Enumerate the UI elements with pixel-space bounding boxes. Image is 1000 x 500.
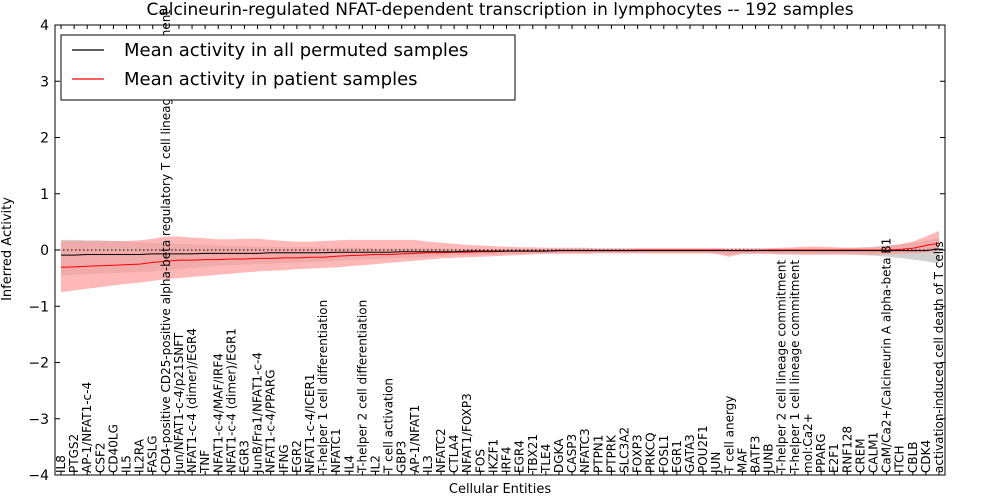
series-lines bbox=[60, 242, 940, 268]
x-tick-label: JunB/Fra1/NFAT1-c-4 bbox=[251, 352, 265, 474]
x-tick-label: NFAT1-c-4/MAF/IRF4 bbox=[211, 353, 225, 473]
x-tick-label: NFAT1/FOXP3 bbox=[460, 393, 474, 473]
x-tick-label: IL4 bbox=[342, 455, 356, 473]
x-tick-label: NFAT1-c-4/ICER1 bbox=[303, 374, 317, 473]
x-tick-label: NFAT1-c-4 (dimer)/EGR1 bbox=[224, 328, 238, 473]
x-tick-label: AP-1/NFAT1-c-4 bbox=[80, 382, 94, 473]
x-tick-label: T-helper 2 cell lineage commitment bbox=[775, 260, 789, 474]
x-tick-label: TBX21 bbox=[526, 434, 540, 474]
x-tick-label: IKZF1 bbox=[486, 439, 500, 473]
x-tick-label: activation-induced cell death of T cells bbox=[932, 241, 946, 473]
x-tick-label: E2F1 bbox=[827, 443, 841, 473]
x-tick-label: FOXP3 bbox=[631, 434, 645, 473]
x-tick-label: NFAT1-c-4 (dimer)/EGR4 bbox=[185, 328, 199, 473]
x-tick-label: T-helper 1 cell differentiation bbox=[316, 300, 330, 474]
x-tick-label: SLC3A2 bbox=[618, 427, 632, 473]
x-tick-label: AP-1/NFAT1 bbox=[408, 405, 422, 473]
x-tick-label: IL8 bbox=[54, 455, 68, 473]
x-tick-label: PTPN1 bbox=[591, 435, 605, 473]
x-tick-label: FOS bbox=[473, 449, 487, 473]
x-tick-label: CASP3 bbox=[565, 434, 579, 473]
y-tick-label: −4 bbox=[28, 468, 49, 484]
legend-entry-patient-label: Mean activity in patient samples bbox=[124, 69, 418, 90]
x-tick-label: PTGS2 bbox=[67, 434, 81, 473]
x-tick-label: T-helper 1 cell lineage commitment bbox=[788, 260, 802, 474]
x-tick-label: IL3 bbox=[421, 455, 435, 473]
x-tick-label: IL2RA bbox=[133, 438, 147, 473]
x-tick-label: CSF2 bbox=[93, 442, 107, 473]
x-tick-label: PTPRK bbox=[604, 434, 618, 473]
x-tick-label: JUNB bbox=[762, 443, 776, 474]
y-axis-label: Inferred Activity bbox=[0, 197, 15, 301]
x-tick-label: IRF4 bbox=[500, 447, 514, 473]
x-tick-label: IL2 bbox=[369, 455, 383, 473]
y-tick-label: 3 bbox=[40, 74, 49, 90]
x-tick-label: EGR1 bbox=[670, 440, 684, 473]
x-tick-label: IFNG bbox=[277, 444, 291, 473]
x-tick-label: T-helper 2 cell differentiation bbox=[355, 300, 369, 474]
x-tick-label: NFATC3 bbox=[578, 428, 592, 473]
x-tick-label: POU2F1 bbox=[696, 425, 710, 473]
confidence-bands bbox=[61, 230, 939, 293]
x-tick-label: IL5 bbox=[120, 455, 134, 473]
x-axis-label: Cellular Entities bbox=[449, 482, 551, 497]
legend-entry-permuted-label: Mean activity in all permuted samples bbox=[124, 40, 468, 61]
patient-samples-band bbox=[61, 230, 939, 293]
legend-box bbox=[60, 34, 516, 101]
x-tick-label: TLE4 bbox=[539, 444, 553, 474]
y-tick-label: −3 bbox=[28, 412, 49, 428]
y-tick-label: 4 bbox=[40, 18, 49, 34]
x-tick-label: NFATC1 bbox=[329, 428, 343, 473]
y-tick-label: −1 bbox=[28, 299, 49, 315]
x-tick-label: EGR3 bbox=[238, 440, 252, 473]
chart-title: Calcineurin-regulated NFAT-dependent tra… bbox=[146, 0, 853, 20]
x-tick-label: CBLB bbox=[906, 441, 920, 473]
x-tick-label: EGR4 bbox=[513, 440, 527, 473]
x-tick-label: PRKCQ bbox=[644, 432, 658, 473]
y-tick-label: 0 bbox=[40, 243, 49, 259]
x-tick-label: EGR2 bbox=[290, 440, 304, 473]
x-tick-label: GATA3 bbox=[683, 434, 697, 473]
x-tick-label: CD40LG bbox=[106, 424, 120, 473]
y-tick-label: 1 bbox=[40, 187, 49, 203]
x-tick-label: CALM1 bbox=[867, 432, 881, 473]
x-tick-labels: IL8 PTGS2 AP-1/NFAT1-c-4 CSF2 CD40LG IL5 IL2RA… bbox=[54, 10, 946, 474]
y-tick-label: 2 bbox=[40, 131, 49, 147]
x-tick-label: CDK4 bbox=[919, 440, 933, 473]
x-tick-label: CaM/Ca2+/Calcineurin A alpha-beta B1 bbox=[880, 238, 894, 473]
x-tick-label: T cell activation bbox=[382, 378, 396, 474]
x-tick-label: T cell anergy bbox=[722, 396, 736, 474]
y-tick-label: −2 bbox=[28, 356, 49, 372]
x-tick-label: RNF128 bbox=[840, 426, 854, 473]
x-tick-label: TNF bbox=[198, 450, 212, 474]
x-tick-label: NFATC2 bbox=[434, 428, 448, 473]
x-tick-label: DGKA bbox=[552, 438, 566, 473]
x-tick-label: Jun/NFAT1-c-4/p21SNFT bbox=[172, 332, 186, 474]
x-tick-label: ITCH bbox=[893, 445, 907, 473]
x-tick-label: FASLG bbox=[146, 435, 160, 473]
x-tick-label: MAF bbox=[735, 447, 749, 473]
x-tick-label: CTLA4 bbox=[447, 434, 461, 473]
x-tick-label: mol:Ca2+ bbox=[801, 413, 815, 473]
x-tick-label: BATF3 bbox=[749, 436, 763, 473]
x-tick-label: JUN bbox=[709, 452, 723, 474]
x-tick-label: CD4-positive CD25-positive alpha-beta re… bbox=[159, 10, 173, 473]
x-tick-label: GBP3 bbox=[395, 441, 409, 473]
x-tick-label: PPARG bbox=[814, 433, 828, 473]
x-tick-label: CREM bbox=[853, 438, 867, 473]
legend: Mean activity in all permuted samples Mea… bbox=[60, 34, 516, 101]
x-tick-label: FOSL1 bbox=[657, 435, 671, 473]
permuted-samples-line bbox=[61, 248, 940, 256]
x-tick-label: NFAT1-c-4/PPARG bbox=[264, 369, 278, 473]
axis-ticks: −4 −3 −2 −1 0 1 2 3 4 bbox=[28, 18, 945, 484]
